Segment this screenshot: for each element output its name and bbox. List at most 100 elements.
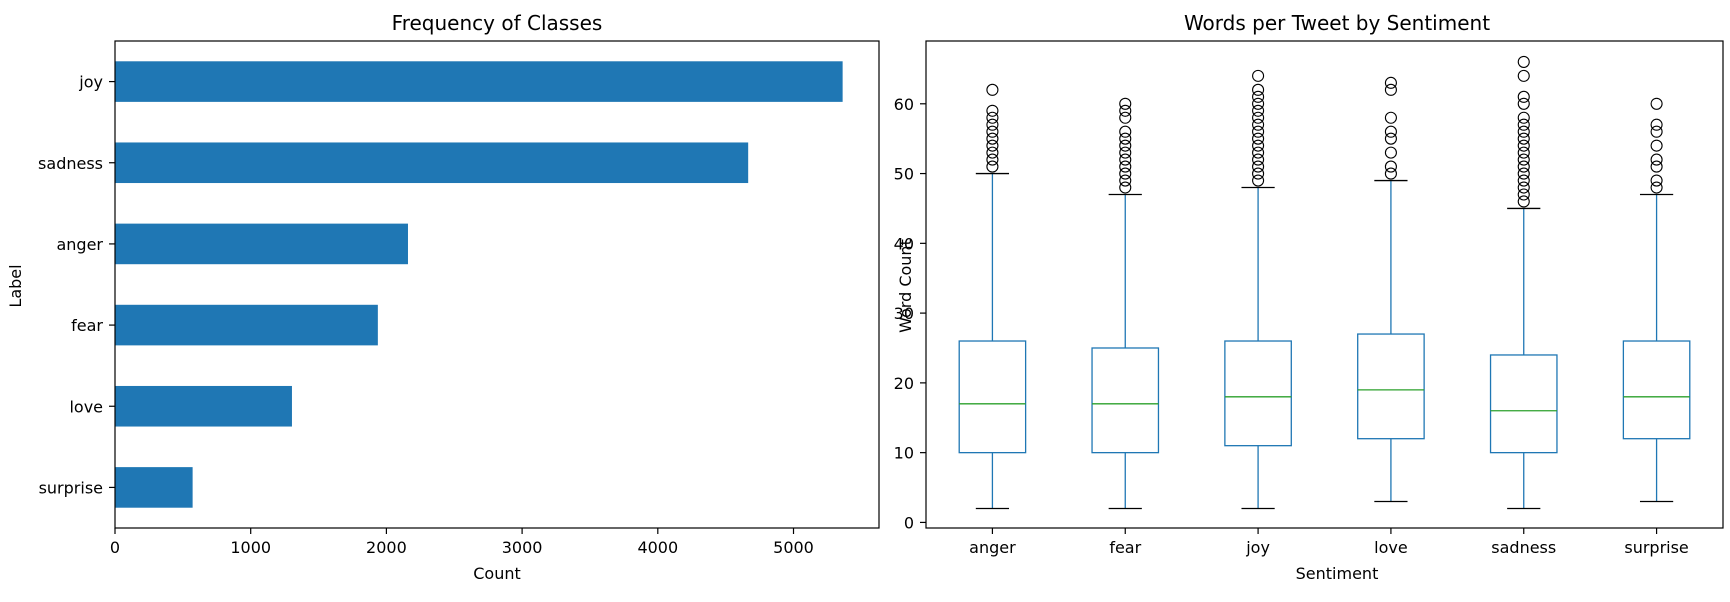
outlier-surprise <box>1650 160 1663 173</box>
box-surprise <box>1622 340 1691 440</box>
box-plot-panel: Words per Tweet by Sentiment Sentiment W… <box>894 11 1724 583</box>
outlier-joy <box>1252 174 1265 187</box>
outlier-fear <box>1119 160 1132 173</box>
outlier-sadness <box>1517 125 1530 138</box>
outlier-anger <box>986 160 999 173</box>
outlier-love <box>1384 132 1397 145</box>
outlier-joy <box>1252 83 1265 96</box>
outlier-sadness <box>1517 195 1530 208</box>
outlier-sadness <box>1517 69 1530 82</box>
outlier-sadness <box>1517 153 1530 166</box>
bar-chart-panel: Frequency of Classes Count Label surpris… <box>6 11 880 583</box>
outlier-anger <box>986 139 999 152</box>
x-tick-label: 0 <box>110 538 120 557</box>
outlier-fear <box>1119 146 1132 159</box>
outlier-joy <box>1252 90 1265 103</box>
outlier-surprise <box>1650 181 1663 194</box>
bar-chart-frame <box>114 40 880 529</box>
outlier-joy <box>1252 97 1265 110</box>
bar-chart-x-axis-label: Count <box>473 564 521 583</box>
y-tick-label-sadness: sadness <box>38 154 103 173</box>
outlier-sadness <box>1517 167 1530 180</box>
box-plot-y-axis-label: Word Count <box>896 239 915 333</box>
outlier-sadness <box>1517 55 1530 68</box>
outlier-fear <box>1119 139 1132 152</box>
outlier-sadness <box>1517 118 1530 131</box>
box-sadness <box>1489 354 1558 454</box>
x-tick-label-anger: anger <box>969 538 1016 557</box>
y-tick-label: 0 <box>904 513 914 532</box>
y-tick-label-anger: anger <box>56 235 103 254</box>
outlier-sadness <box>1517 111 1530 124</box>
outlier-anger <box>986 118 999 131</box>
outlier-surprise <box>1650 97 1663 110</box>
y-tick-label-joy: joy <box>78 73 103 92</box>
outlier-joy <box>1252 111 1265 124</box>
outlier-fear <box>1119 97 1132 110</box>
outlier-joy <box>1252 167 1265 180</box>
outlier-love <box>1384 146 1397 159</box>
y-tick-label-fear: fear <box>71 316 103 335</box>
y-tick-label: 10 <box>894 444 914 463</box>
outlier-anger <box>986 83 999 96</box>
outlier-fear <box>1119 181 1132 194</box>
outlier-anger <box>986 146 999 159</box>
x-tick-label-joy: joy <box>1245 538 1270 557</box>
outlier-sadness <box>1517 174 1530 187</box>
outlier-surprise <box>1650 125 1663 138</box>
y-tick-label-love: love <box>69 397 103 416</box>
outlier-anger <box>986 132 999 145</box>
outlier-surprise <box>1650 153 1663 166</box>
outlier-love <box>1384 83 1397 96</box>
outlier-joy <box>1252 153 1265 166</box>
bar-sadness <box>115 142 749 184</box>
outlier-joy <box>1252 139 1265 152</box>
box-plot-frame <box>925 40 1724 529</box>
outlier-love <box>1384 76 1397 89</box>
x-tick-label: 4000 <box>637 538 678 557</box>
bar-chart-y-axis-label: Label <box>6 264 25 307</box>
box-fear <box>1091 347 1160 454</box>
y-tick-label: 20 <box>894 374 914 393</box>
outlier-sadness <box>1517 132 1530 145</box>
bar-anger <box>115 223 408 265</box>
outlier-love <box>1384 111 1397 124</box>
bar-fear <box>115 304 378 346</box>
y-tick-label: 50 <box>894 165 914 184</box>
outlier-joy <box>1252 132 1265 145</box>
outlier-joy <box>1252 160 1265 173</box>
x-tick-label: 5000 <box>773 538 814 557</box>
x-tick-label-fear: fear <box>1109 538 1141 557</box>
outlier-anger <box>986 153 999 166</box>
y-tick-label: 60 <box>894 95 914 114</box>
y-tick-label: 30 <box>894 304 914 323</box>
outlier-fear <box>1119 174 1132 187</box>
y-tick-label: 40 <box>894 234 914 253</box>
outlier-fear <box>1119 111 1132 124</box>
box-plot-x-axis-label: Sentiment <box>1296 564 1379 583</box>
outlier-sadness <box>1517 181 1530 194</box>
outlier-sadness <box>1517 97 1530 110</box>
bar-joy <box>115 61 843 102</box>
outlier-fear <box>1119 104 1132 117</box>
outlier-love <box>1384 160 1397 173</box>
x-tick-label-love: love <box>1374 538 1408 557</box>
outlier-fear <box>1119 132 1132 145</box>
outlier-anger <box>986 111 999 124</box>
outlier-joy <box>1252 104 1265 117</box>
outlier-love <box>1384 167 1397 180</box>
x-tick-label-sadness: sadness <box>1491 538 1556 557</box>
x-tick-label-surprise: surprise <box>1624 538 1688 557</box>
outlier-fear <box>1119 125 1132 138</box>
outlier-sadness <box>1517 139 1530 152</box>
outlier-joy <box>1252 146 1265 159</box>
outlier-surprise <box>1650 174 1663 187</box>
x-tick-label: 3000 <box>502 538 543 557</box>
bar-love <box>115 385 292 427</box>
bar-chart-title: Frequency of Classes <box>392 11 603 35</box>
outlier-surprise <box>1650 139 1663 152</box>
outlier-joy <box>1252 118 1265 131</box>
outlier-sadness <box>1517 160 1530 173</box>
